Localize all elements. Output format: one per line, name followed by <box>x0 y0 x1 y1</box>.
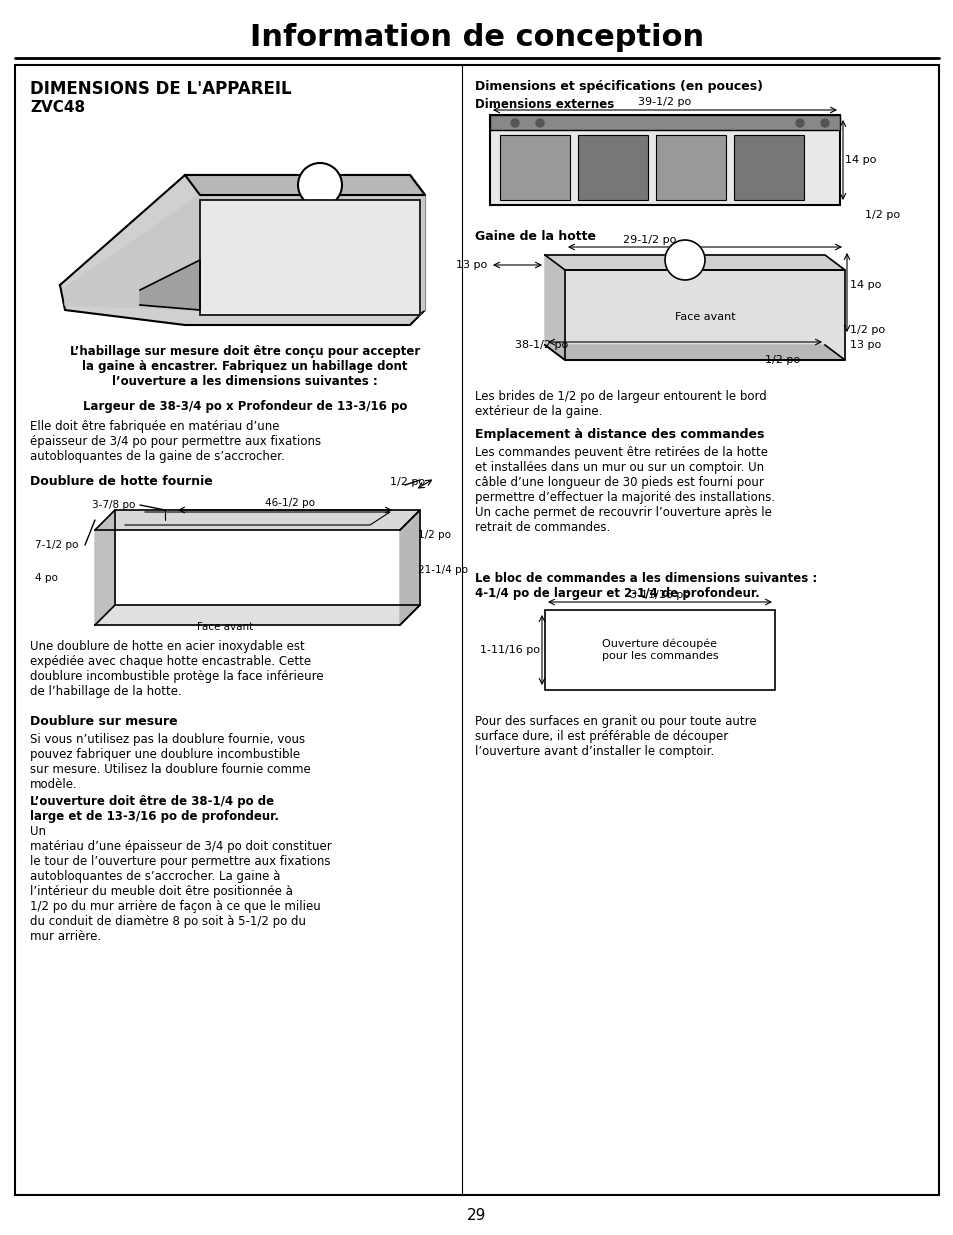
Text: 1/2 po: 1/2 po <box>390 477 425 487</box>
Bar <box>499 135 569 200</box>
Polygon shape <box>95 605 419 625</box>
Text: 3-11/16 po: 3-11/16 po <box>629 590 689 600</box>
FancyBboxPatch shape <box>15 65 938 1195</box>
Text: Une doublure de hotte en acier inoxydable est
expédiée avec chaque hotte encastr: Une doublure de hotte en acier inoxydabl… <box>30 640 323 698</box>
Text: L’ouverture doit être de 38-1/4 po de
large et de 13-3/16 po de profondeur.: L’ouverture doit être de 38-1/4 po de la… <box>30 795 278 823</box>
Bar <box>200 200 419 315</box>
Polygon shape <box>544 254 844 270</box>
Text: Face avant: Face avant <box>674 312 735 322</box>
Text: Doublure de hotte fournie: Doublure de hotte fournie <box>30 475 213 488</box>
Bar <box>578 135 647 200</box>
Circle shape <box>536 119 543 127</box>
Text: ZVC48: ZVC48 <box>30 100 85 115</box>
Text: Face avant: Face avant <box>196 622 253 632</box>
Text: 3-7/8 po: 3-7/8 po <box>91 500 135 510</box>
Text: L’habillage sur mesure doit être conçu pour accepter
la gaine à encastrer. Fabri: L’habillage sur mesure doit être conçu p… <box>70 345 419 388</box>
Text: Gaine de la hotte: Gaine de la hotte <box>475 230 596 243</box>
Text: Dimensions externes: Dimensions externes <box>475 98 614 111</box>
Text: Elle doit être fabriquée en matériau d’une
épaisseur de 3/4 po pour permettre au: Elle doit être fabriquée en matériau d’u… <box>30 420 321 463</box>
Bar <box>200 200 419 315</box>
Text: 1/2 po: 1/2 po <box>764 354 800 366</box>
Text: 1-11/16 po: 1-11/16 po <box>479 645 539 655</box>
Circle shape <box>795 119 803 127</box>
Polygon shape <box>95 510 419 530</box>
Text: 1/2 po: 1/2 po <box>417 530 451 540</box>
Text: Dimensions et spécifications (en pouces): Dimensions et spécifications (en pouces) <box>475 80 762 93</box>
Text: Information de conception: Information de conception <box>250 23 703 53</box>
Text: 46-1/2 po: 46-1/2 po <box>265 498 314 508</box>
Text: 14 po: 14 po <box>844 156 876 165</box>
Bar <box>490 115 840 205</box>
Circle shape <box>821 119 828 127</box>
Text: 4 po: 4 po <box>35 573 58 583</box>
Text: Un
matériau d’une épaisseur de 3/4 po doit constituer
le tour de l’ouverture pou: Un matériau d’une épaisseur de 3/4 po do… <box>30 825 332 944</box>
Bar <box>733 135 803 200</box>
Text: *Ouverture: *Ouverture <box>278 266 341 275</box>
Text: Les commandes peuvent être retirées de la hotte
et installées dans un mur ou sur: Les commandes peuvent être retirées de l… <box>475 446 774 534</box>
Text: 1/2 po: 1/2 po <box>864 210 900 220</box>
Polygon shape <box>140 261 200 310</box>
Circle shape <box>297 163 341 207</box>
Bar <box>490 115 840 130</box>
Text: 13 po: 13 po <box>456 261 486 270</box>
Bar <box>544 610 774 690</box>
Polygon shape <box>544 254 564 359</box>
Polygon shape <box>544 345 844 359</box>
Text: Si vous n’utilisez pas la doublure fournie, vous
pouvez fabriquer une doublure i: Si vous n’utilisez pas la doublure fourn… <box>30 734 311 790</box>
Text: 39-1/2 po: 39-1/2 po <box>638 98 691 107</box>
Text: 7-1/2 po: 7-1/2 po <box>35 540 78 550</box>
Circle shape <box>511 119 518 127</box>
Text: 29: 29 <box>467 1208 486 1223</box>
Text: Le bloc de commandes a les dimensions suivantes :
4-1/4 po de largeur et 2-1/4 d: Le bloc de commandes a les dimensions su… <box>475 572 817 600</box>
Polygon shape <box>95 510 115 625</box>
Polygon shape <box>185 175 424 195</box>
Text: 14 po: 14 po <box>849 280 881 290</box>
Text: 21-1/4 po: 21-1/4 po <box>417 564 468 576</box>
Polygon shape <box>60 175 424 325</box>
Text: 29-1/2 po: 29-1/2 po <box>622 235 676 245</box>
Circle shape <box>664 240 704 280</box>
Polygon shape <box>564 270 844 359</box>
Text: Largeur de 38-3/4 po x Profondeur de 13-3/16 po: Largeur de 38-3/4 po x Profondeur de 13-… <box>83 400 407 412</box>
Text: 1/2 po: 1/2 po <box>849 325 884 335</box>
Text: 13 po: 13 po <box>849 340 881 350</box>
Text: Ouverture découpée
pour les commandes: Ouverture découpée pour les commandes <box>601 638 718 661</box>
Text: DIMENSIONS DE L'APPAREIL: DIMENSIONS DE L'APPAREIL <box>30 80 292 98</box>
Text: 38-1/2 po: 38-1/2 po <box>515 340 568 350</box>
Text: Pour des surfaces en granit ou pour toute autre
surface dure, il est préférable : Pour des surfaces en granit ou pour tout… <box>475 715 756 758</box>
Bar <box>656 135 725 200</box>
Polygon shape <box>399 510 419 625</box>
Text: Doublure sur mesure: Doublure sur mesure <box>30 715 177 727</box>
Text: Emplacement à distance des commandes: Emplacement à distance des commandes <box>475 429 763 441</box>
Polygon shape <box>65 195 424 310</box>
Text: Les brides de 1/2 po de largeur entourent le bord
extérieur de la gaine.: Les brides de 1/2 po de largeur entouren… <box>475 390 766 417</box>
